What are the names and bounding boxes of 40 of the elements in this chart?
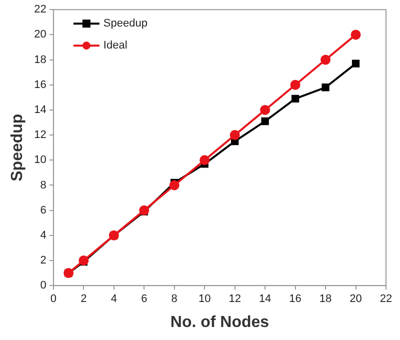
x-tick-label: 6: [141, 293, 148, 306]
point: [200, 155, 210, 166]
y-tick-label: 4: [40, 229, 46, 242]
point: [169, 180, 180, 190]
legend-label: Ideal: [103, 40, 128, 52]
point: [291, 94, 300, 102]
x-tick-label: 18: [319, 293, 332, 306]
x-tick-label: 4: [110, 293, 117, 306]
x-tick-label: 22: [380, 293, 392, 306]
x-tick-label: 2: [80, 293, 87, 306]
point: [290, 80, 300, 90]
y-tick-label: 12: [34, 129, 46, 142]
legend-label: Speedup: [103, 18, 148, 30]
y-tick-label: 18: [34, 54, 46, 66]
x-tick-label: 16: [289, 293, 302, 306]
point: [350, 30, 361, 40]
y-tick-label: 20: [34, 28, 46, 41]
y-tick-label: 22: [34, 4, 46, 16]
x-tick-label: 14: [258, 293, 272, 306]
point: [261, 117, 269, 126]
y-tick-label: 0: [40, 280, 46, 292]
point: [322, 84, 330, 92]
point: [260, 104, 270, 115]
x-tick-label: 10: [198, 293, 211, 306]
x-tick-label: 0: [50, 293, 56, 306]
x-tick-label: 12: [228, 293, 241, 306]
y-tick-label: 14: [34, 104, 46, 116]
x-tick-label: 20: [350, 293, 362, 306]
point: [320, 54, 331, 65]
y-tick-label: 6: [40, 204, 46, 216]
y-tick-label: 16: [34, 78, 46, 91]
y-tick-label: 2: [40, 254, 46, 267]
point: [139, 205, 150, 216]
x-tick-label: 8: [171, 293, 178, 306]
y-axis-title: Speedup: [9, 114, 26, 182]
x-axis-title: No. of Nodes: [170, 314, 270, 331]
point: [230, 130, 240, 140]
y-tick-label: 8: [40, 179, 46, 192]
y-tick-label: 10: [34, 154, 46, 166]
point: [352, 60, 360, 68]
